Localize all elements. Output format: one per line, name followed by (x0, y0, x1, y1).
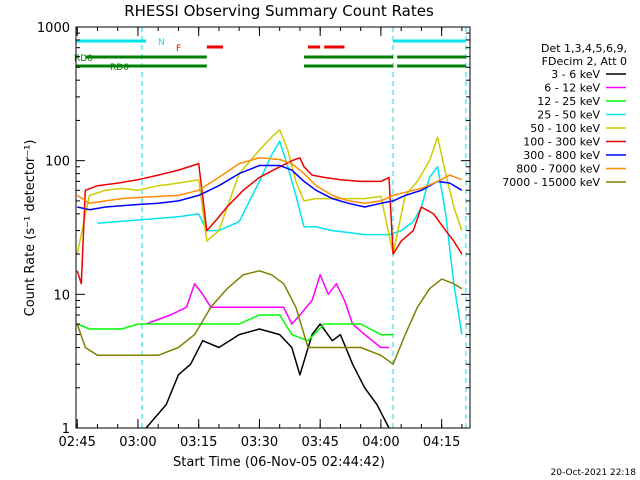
series-line (145, 274, 389, 349)
x-tick-label: 04:00 (362, 435, 399, 450)
legend-entry: 25 - 50 keV (537, 109, 600, 122)
legend-entry: 12 - 25 keV (537, 95, 600, 108)
legend-entry: 800 - 7000 keV (516, 163, 600, 176)
legend-header: FDecim 2, Att 0 (542, 55, 627, 68)
y-tick-label: 10 (53, 288, 70, 303)
flag-label-rd6: RD6 (110, 63, 129, 73)
y-axis-label: Count Rate (s⁻¹ detector⁻¹) (23, 140, 38, 317)
y-tick-label: 1000 (37, 21, 70, 36)
plot-area: N F RD0 RD6 (74, 27, 467, 429)
x-axis-label: Start Time (06-Nov-05 02:44:42) (173, 455, 385, 470)
footer-timestamp: 20-Oct-2021 22:18 (551, 468, 637, 478)
legend-entry: 3 - 6 keV (551, 68, 600, 81)
chart-title: RHESSI Observing Summary Count Rates (124, 2, 434, 20)
series-line (97, 140, 463, 335)
series-line (76, 270, 463, 365)
series-line (76, 157, 463, 205)
series-line (76, 129, 463, 255)
x-tick-label: 03:15 (180, 435, 217, 450)
flag-label-rd0: RD0 (74, 54, 93, 64)
legend-entry: 6 - 12 keV (544, 82, 600, 95)
legend: Det 1,3,4,5,6,9,FDecim 2, Att 03 - 6 keV… (502, 42, 627, 189)
x-tick-label: 03:00 (119, 435, 156, 450)
flag-label-f: F (176, 44, 181, 54)
y-tick-label: 1 (62, 422, 70, 437)
legend-entry: 50 - 100 keV (530, 122, 600, 135)
x-tick-label: 03:30 (241, 435, 278, 450)
series-line (76, 157, 463, 285)
x-tick-label: 04:15 (423, 435, 460, 450)
legend-entry: 300 - 800 keV (523, 149, 600, 162)
y-tick-label: 100 (45, 155, 70, 170)
plot-frame (75, 26, 471, 429)
series-line (145, 323, 390, 429)
legend-header: Det 1,3,4,5,6,9, (541, 42, 627, 55)
y-axis: 1 10 100 1000 (37, 21, 470, 437)
flag-label-n: N (158, 38, 165, 48)
legend-entry: 7000 - 15000 keV (502, 176, 600, 189)
series-line (76, 314, 394, 342)
legend-entry: 100 - 300 keV (523, 136, 600, 149)
x-axis: 02:45 03:00 03:15 03:30 03:45 04:00 04:15 (58, 27, 463, 450)
x-tick-label: 02:45 (58, 435, 95, 450)
x-tick-label: 03:45 (301, 435, 338, 450)
series-line (77, 164, 463, 211)
